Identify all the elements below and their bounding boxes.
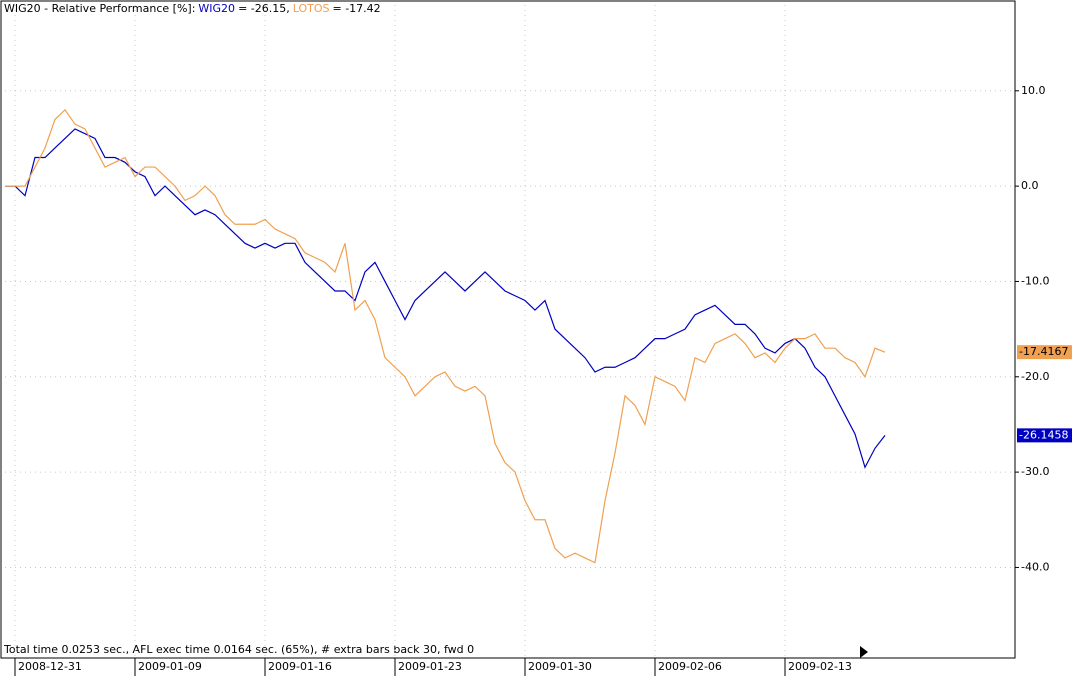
last-value-tag bbox=[1017, 428, 1072, 443]
y-tick-label: -40.0 bbox=[1021, 560, 1049, 573]
y-tick-label: 10.0 bbox=[1021, 84, 1046, 97]
x-tick-label: 2009-01-09 bbox=[138, 660, 202, 673]
series-line bbox=[5, 108, 886, 564]
footer: Total time 0.0253 sec., AFL exec time 0.… bbox=[3, 643, 474, 656]
x-tick-label: 2009-02-06 bbox=[658, 660, 722, 673]
y-tick-label: -20.0 bbox=[1021, 370, 1049, 383]
series-line bbox=[5, 128, 886, 469]
y-tick-label: 0.0 bbox=[1021, 179, 1039, 192]
legend-name: WIG20 bbox=[198, 2, 235, 15]
last-value-tag bbox=[1017, 345, 1072, 360]
legend-name: LOTOS bbox=[293, 2, 330, 15]
y-tick-label: -30.0 bbox=[1021, 465, 1049, 478]
last-value-label: -26.1458 bbox=[1019, 428, 1068, 441]
x-tick-label: 2009-01-16 bbox=[268, 660, 332, 673]
x-tick-label: 2009-01-30 bbox=[528, 660, 592, 673]
legend-value: = -17.42 bbox=[333, 2, 381, 15]
cursor-marker bbox=[860, 646, 868, 658]
x-tick-label: 2009-01-23 bbox=[398, 660, 462, 673]
y-tick-label: -10.0 bbox=[1021, 274, 1049, 287]
chart-title: WIG20 - Relative Performance [%]: WIG20 = … bbox=[4, 2, 381, 15]
last-value-label: -17.4167 bbox=[1019, 345, 1068, 358]
legend-value: = -26.15, bbox=[238, 2, 290, 15]
title-text: WIG20 - Relative Performance [%]: bbox=[4, 2, 195, 15]
x-tick-label: 2009-02-13 bbox=[788, 660, 852, 673]
x-tick-label: 2008-12-31 bbox=[18, 660, 82, 673]
